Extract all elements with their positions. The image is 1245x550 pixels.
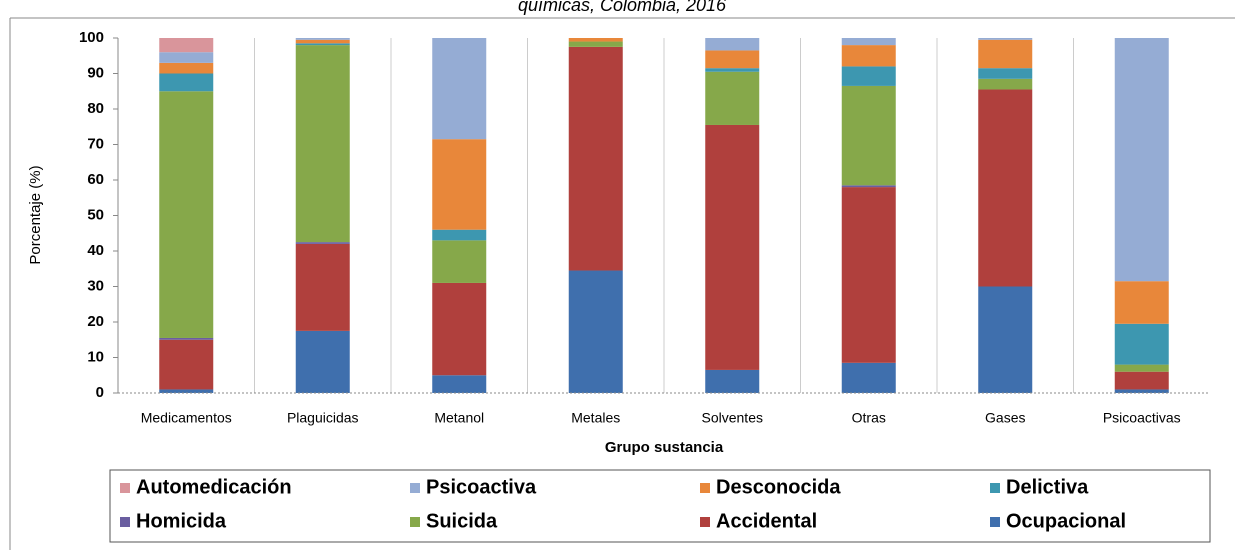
x-tick-label: Gases xyxy=(985,410,1025,426)
y-tick-label: 50 xyxy=(87,206,104,223)
bar-segment xyxy=(841,187,896,363)
y-tick-label: 10 xyxy=(87,348,104,365)
bar-segment xyxy=(1114,371,1169,390)
bar-segment xyxy=(295,38,350,40)
bar-segment xyxy=(568,270,623,393)
legend-label: Psicoactiva xyxy=(426,476,537,498)
bar-segment xyxy=(295,242,350,244)
bar-segment xyxy=(159,91,214,338)
bar-segment xyxy=(568,38,623,42)
bar-segment xyxy=(978,68,1033,79)
bar-segment xyxy=(705,124,760,370)
bar-segment xyxy=(1114,364,1169,372)
x-tick-label: Metanol xyxy=(434,410,484,426)
bar-segment xyxy=(1114,281,1169,324)
x-tick-label: Metales xyxy=(571,410,620,426)
bar-segment xyxy=(705,38,760,51)
y-tick-label: 70 xyxy=(87,135,104,152)
legend-label: Homicida xyxy=(136,510,227,532)
y-tick-label: 30 xyxy=(87,277,104,294)
bar-segment xyxy=(705,369,760,393)
legend-swatch xyxy=(700,483,710,493)
x-tick-label: Plaguicidas xyxy=(287,410,359,426)
y-tick-label: 0 xyxy=(96,384,104,401)
legend-swatch xyxy=(700,517,710,527)
bar-segment xyxy=(159,73,214,92)
legend-box xyxy=(109,469,1211,543)
y-tick-label: 90 xyxy=(87,64,104,81)
x-tick-label: Otras xyxy=(852,410,886,426)
bar-segment xyxy=(1114,323,1169,365)
bar-segment xyxy=(159,52,214,63)
bar-segment xyxy=(978,38,1033,40)
legend-swatch xyxy=(120,483,130,493)
bar-segment xyxy=(978,89,1033,287)
bar-segment xyxy=(705,50,760,69)
bar-segment xyxy=(432,282,487,376)
legend-label: Automedicación xyxy=(136,476,292,498)
bar-segment xyxy=(159,38,214,53)
legend-label: Ocupacional xyxy=(1006,510,1126,532)
legend-label: Delictiva xyxy=(1006,476,1089,498)
bar-segment xyxy=(978,286,1033,393)
bar-segment xyxy=(841,85,896,186)
bar-segment xyxy=(705,68,760,72)
bar-segment xyxy=(159,389,214,393)
y-tick-label: 100 xyxy=(79,29,104,46)
bar-segment xyxy=(432,38,487,140)
bar-segment xyxy=(1114,389,1169,393)
bar-segment xyxy=(159,337,214,340)
bar-segment xyxy=(841,66,896,86)
bar-segment xyxy=(978,39,1033,69)
bar-segment xyxy=(159,339,214,390)
y-tick-label: 40 xyxy=(87,242,104,259)
y-tick-label: 80 xyxy=(87,100,104,117)
legend-label: Desconocida xyxy=(716,476,841,498)
bar-segment xyxy=(295,45,350,243)
legend-swatch xyxy=(410,517,420,527)
bar-segment xyxy=(295,330,350,393)
bar-segment xyxy=(978,78,1033,90)
bar-segment xyxy=(295,43,350,46)
bar-segment xyxy=(568,46,623,271)
bar-segment xyxy=(432,229,487,241)
bar-segment xyxy=(841,362,896,393)
legend-swatch xyxy=(410,483,420,493)
legend-swatch xyxy=(990,517,1000,527)
chart-title: químicas, Colombia, 2016 xyxy=(518,0,727,15)
bar-segment xyxy=(841,185,896,188)
bar-segment xyxy=(568,41,623,47)
legend-label: Accidental xyxy=(716,510,817,532)
x-axis-label: Grupo sustancia xyxy=(605,439,724,456)
bar-segment xyxy=(841,38,896,46)
legend-label: Suicida xyxy=(426,510,498,532)
legend-swatch xyxy=(120,517,130,527)
x-tick-label: Solventes xyxy=(702,410,763,426)
y-tick-label: 60 xyxy=(87,171,104,188)
bar-segment xyxy=(705,71,760,125)
bar-segment xyxy=(295,243,350,331)
bar-segment xyxy=(159,62,214,74)
bar-segment xyxy=(432,375,487,393)
legend-swatch xyxy=(990,483,1000,493)
bar-segment xyxy=(295,39,350,44)
bar-segment xyxy=(841,45,896,67)
x-tick-label: Medicamentos xyxy=(141,410,232,426)
bar-segment xyxy=(432,240,487,283)
bar-segment xyxy=(432,139,487,230)
y-axis-label: Porcentaje (%) xyxy=(27,165,44,264)
x-tick-label: Psicoactivas xyxy=(1103,410,1181,426)
y-tick-label: 20 xyxy=(87,313,104,330)
bar-segment xyxy=(1114,38,1169,282)
